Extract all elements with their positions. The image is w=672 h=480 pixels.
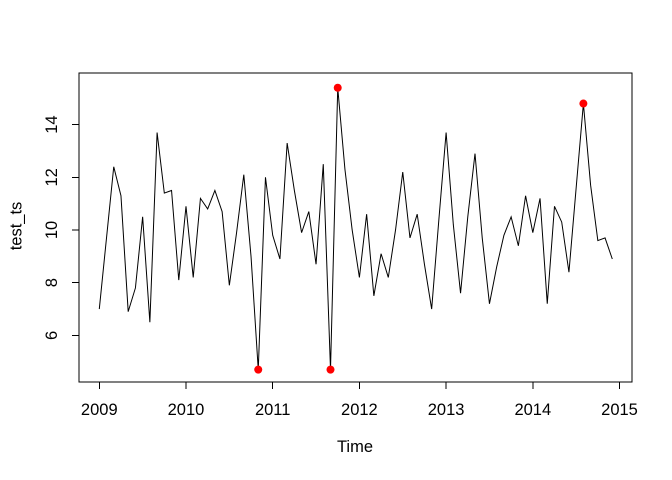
x-tick-label: 2010 [168,401,205,419]
outlier-point [579,99,588,108]
x-axis-title: Time [336,438,374,456]
y-tick-label: 8 [43,278,61,287]
x-tick-label: 2009 [81,401,118,419]
plot-box [78,72,633,383]
y-tick-label: 6 [43,331,61,340]
y-tick-label: 12 [43,168,61,186]
outlier-point [254,365,263,374]
x-tick-label: 2012 [341,401,378,419]
outlier-point [333,83,342,92]
series-line [98,87,613,370]
x-tick-label: 2013 [428,401,465,419]
y-axis-title: test_ts [7,201,26,251]
outlier-point [326,365,335,374]
x-tick-label: 2011 [255,401,290,419]
y-tick-label: 10 [43,221,61,239]
x-tick-label: 2015 [601,401,638,419]
x-tick-label: 2014 [514,401,551,419]
y-tick-label: 14 [43,115,61,133]
